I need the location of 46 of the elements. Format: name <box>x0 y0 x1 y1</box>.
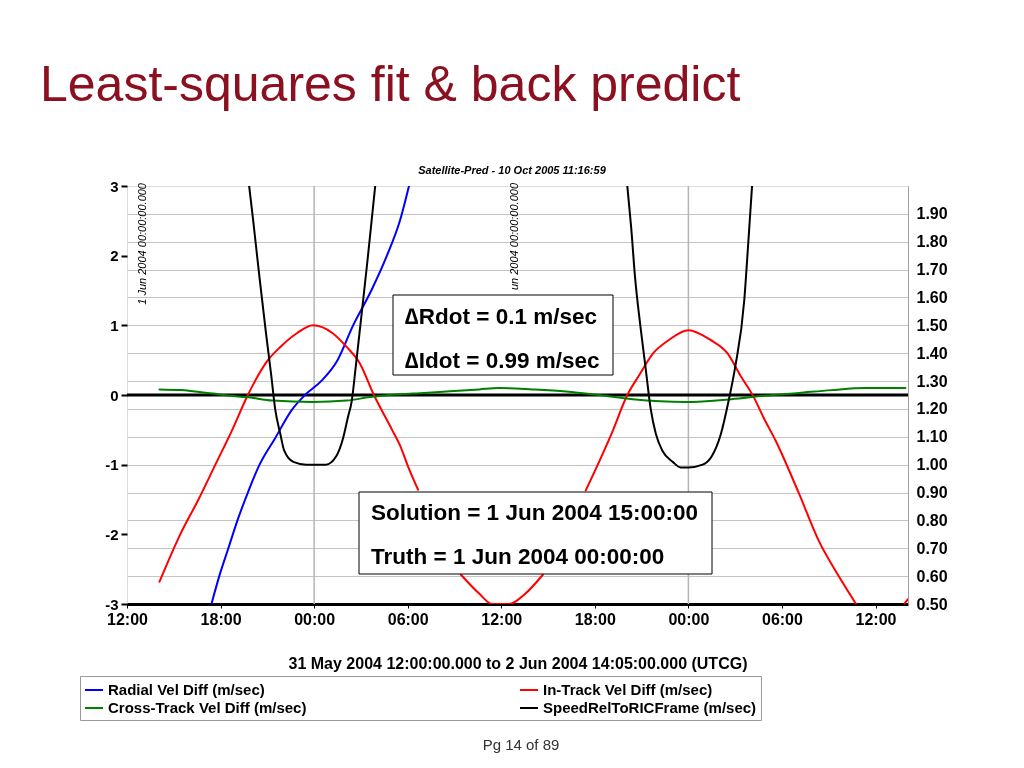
y-tick-label: -3 <box>105 595 119 613</box>
y-tick-label: 0 <box>110 386 119 404</box>
annotation: ∆Idot = 0.99 m/sec <box>405 348 600 373</box>
legend-label: Radial Vel Diff (m/sec) <box>108 681 265 698</box>
x-tick-label: 12:00 <box>855 610 897 628</box>
y2-tick-label: 1.10 <box>916 428 948 446</box>
y-tick-label: 2 <box>110 247 119 265</box>
y2-tick-label: 1.90 <box>916 205 948 223</box>
annotation: Solution = 1 Jun 2004 15:00:00 <box>371 500 699 525</box>
legend-label: SpeedRelToRICFrame (m/sec) <box>543 699 757 716</box>
y2-tick-label: 0.80 <box>916 511 948 529</box>
y2-tick-label: 1.40 <box>916 344 948 362</box>
y-tick-label: 1 <box>110 316 119 334</box>
y2-tick-label: 1.70 <box>916 261 948 279</box>
y2-tick-label: 0.70 <box>916 539 948 557</box>
x-tick-label: 18:00 <box>574 610 616 628</box>
x-axis-title: 31 May 2004 12:00:00.000 to 2 Jun 2004 14:05:00.000 (UTCG) <box>288 654 748 672</box>
y2-tick-label: 0.90 <box>916 484 948 502</box>
chart-subtitle: Satellite-Pred - 10 Oct 2005 11:16:59 <box>418 164 607 176</box>
x-tick-label: 12:00 <box>107 610 149 628</box>
y2-tick-label: 0.50 <box>916 595 948 613</box>
x-tick-label: 12:00 <box>481 610 523 628</box>
x-tick-label: 18:00 <box>200 610 242 628</box>
annotation: 1 Jun 2004 00:00:00.000 <box>136 182 148 305</box>
y2-tick-label: 1.30 <box>916 372 948 390</box>
x-tick-label: 06:00 <box>387 610 429 628</box>
y2-tick-label: 1.00 <box>916 456 948 474</box>
y-tick-label: -1 <box>105 456 119 474</box>
y-tick-label: 3 <box>110 177 119 195</box>
annotation: ∆Rdot = 0.1 m/sec <box>405 304 597 329</box>
legend-label: Cross-Track Vel Diff (m/sec) <box>108 699 307 716</box>
y2-tick-label: 0.60 <box>916 567 948 585</box>
text: Pg 14 of 89 <box>482 736 560 753</box>
x-tick-label: 06:00 <box>761 610 804 628</box>
y2-tick-label: 1.80 <box>916 233 948 251</box>
chart-title: Least-squares fit & back predict <box>40 56 741 112</box>
y2-tick-label: 1.50 <box>916 316 948 334</box>
y2-tick-label: 1.20 <box>916 400 948 418</box>
line-series <box>158 387 907 403</box>
y2-tick-label: 1.60 <box>916 288 948 306</box>
annotation: un 2004 00:00:00.000 <box>508 182 520 291</box>
x-tick-label: 00:00 <box>668 610 710 628</box>
legend-label: In-Track Vel Diff (m/sec) <box>543 681 713 698</box>
y-tick-label: -2 <box>105 525 119 543</box>
annotation: Truth = 1 Jun 2004 00:00:00 <box>371 544 665 569</box>
x-tick-label: 00:00 <box>294 610 336 628</box>
